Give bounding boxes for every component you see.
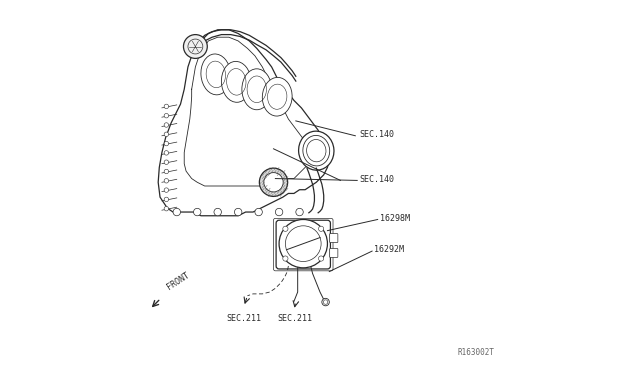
Circle shape (164, 151, 168, 155)
Text: R163002T: R163002T (458, 348, 495, 357)
Circle shape (279, 219, 328, 268)
Circle shape (164, 179, 168, 183)
Polygon shape (158, 30, 330, 216)
Ellipse shape (201, 54, 231, 95)
Circle shape (214, 208, 221, 216)
Circle shape (164, 197, 168, 202)
Text: 16292M: 16292M (374, 246, 404, 254)
Circle shape (164, 188, 168, 192)
Text: SEC.140: SEC.140 (359, 175, 394, 184)
FancyBboxPatch shape (330, 248, 338, 257)
Circle shape (275, 208, 283, 216)
FancyBboxPatch shape (330, 234, 338, 243)
Circle shape (283, 256, 288, 261)
Ellipse shape (221, 61, 251, 102)
Text: FRONT: FRONT (166, 271, 191, 292)
Circle shape (255, 208, 262, 216)
Text: SEC.140: SEC.140 (359, 130, 394, 139)
Circle shape (319, 256, 324, 261)
Circle shape (164, 169, 168, 174)
Text: SEC.211: SEC.211 (278, 314, 312, 323)
Ellipse shape (262, 77, 292, 116)
FancyBboxPatch shape (276, 220, 330, 269)
Circle shape (322, 298, 330, 306)
Text: SEC.211: SEC.211 (227, 314, 262, 323)
Circle shape (164, 113, 168, 118)
Circle shape (164, 160, 168, 164)
Circle shape (164, 132, 168, 137)
Circle shape (173, 208, 180, 216)
Circle shape (319, 226, 324, 231)
Circle shape (184, 35, 207, 58)
Ellipse shape (242, 69, 271, 110)
Circle shape (193, 208, 201, 216)
Circle shape (164, 141, 168, 146)
Ellipse shape (299, 131, 334, 170)
Circle shape (164, 123, 168, 127)
Circle shape (234, 208, 242, 216)
Circle shape (296, 208, 303, 216)
Text: 16298M: 16298M (380, 214, 410, 223)
Circle shape (164, 104, 168, 109)
Circle shape (264, 173, 283, 192)
Circle shape (283, 226, 288, 231)
Circle shape (259, 168, 287, 196)
Circle shape (164, 206, 168, 211)
